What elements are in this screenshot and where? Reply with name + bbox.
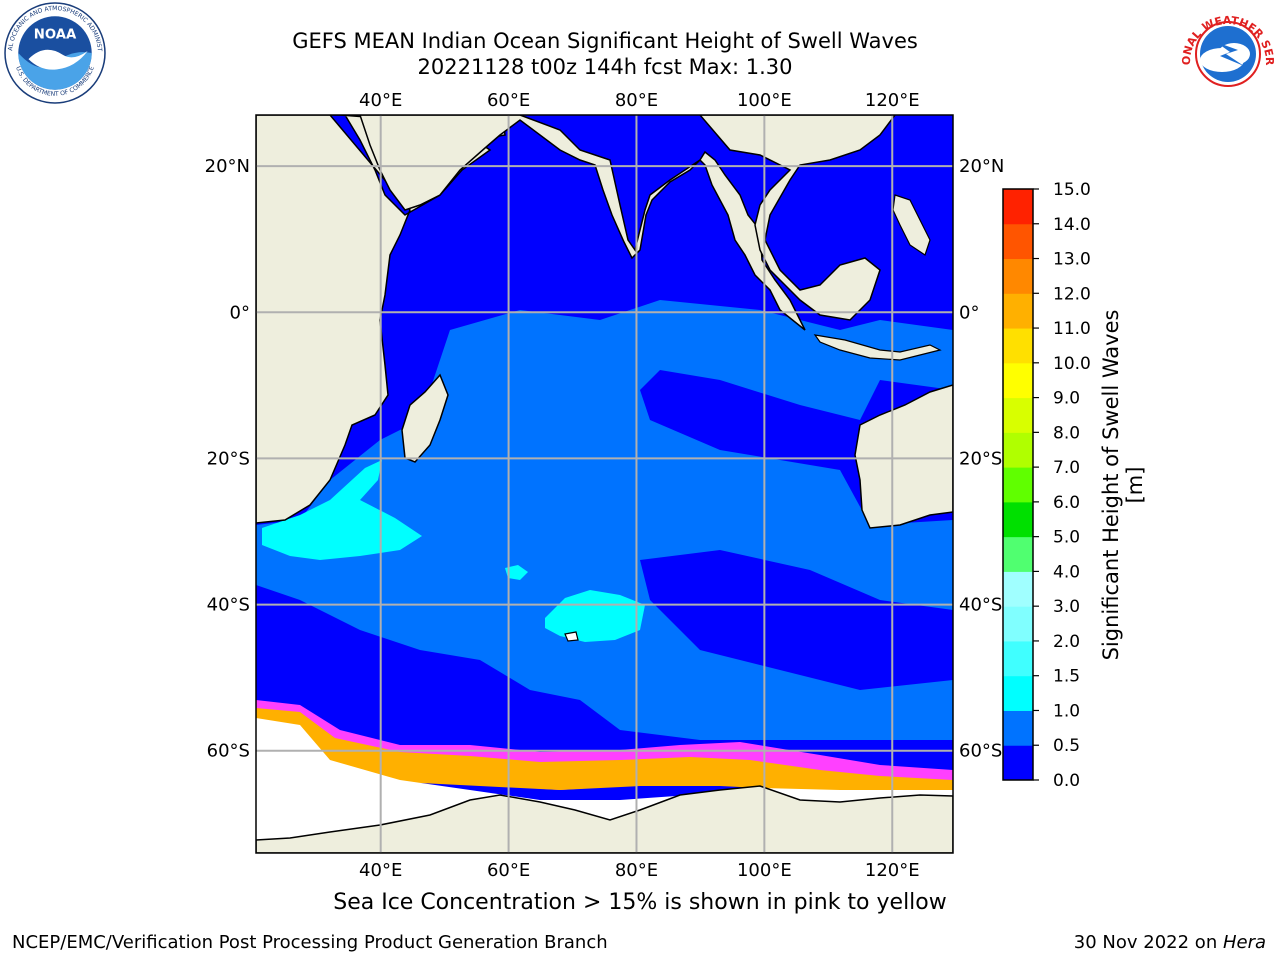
- colorbar-segment: [1003, 745, 1033, 781]
- colorbar-segment: [1003, 606, 1033, 642]
- colorbar-tick-label: 14.0: [1053, 215, 1091, 235]
- y-tick-label-right: 20°S: [959, 448, 1002, 469]
- philippines-land: [892, 194, 931, 256]
- footer-credit: NCEP/EMC/Verification Post Processing Pr…: [12, 932, 608, 953]
- colorbar-tick-label: 10.0: [1053, 354, 1091, 374]
- colorbar-tick-label: 6.0: [1053, 493, 1080, 513]
- colorbar-frame: [1002, 188, 1034, 781]
- colorbar-segment: [1003, 675, 1033, 711]
- y-tick-label-right: 20°N: [959, 156, 1004, 177]
- swell-zone-high-west: [262, 460, 422, 560]
- y-axis-left-labels: 20°N 0° 20°S 40°S 60°S: [205, 156, 250, 762]
- colorbar-tick-label: 3.0: [1053, 597, 1080, 617]
- x-tick-label-bottom: 80°E: [615, 860, 658, 881]
- colorbar-segment: [1003, 223, 1033, 260]
- colorbar-tick-label: 13.0: [1053, 250, 1091, 270]
- colorbar-tick-label: 1.0: [1053, 701, 1080, 721]
- colorbar-segment: [1003, 536, 1033, 572]
- y-tick-label-left: 60°S: [207, 741, 250, 762]
- colorbar-ticks: 0.0 0.5 1.0 1.5 2.0 3.0 4.0 5.0 6.0 7.0 8.0 9.0 10.0…: [1033, 180, 1091, 791]
- colorbar-segment: [1003, 189, 1033, 225]
- colorbar-tick-label: 4.0: [1053, 562, 1080, 582]
- colorbar-segment: [1003, 640, 1033, 677]
- java-land: [813, 334, 942, 361]
- colorbar-label: Significant Height of Swell Waves[m]: [1099, 310, 1147, 661]
- sea-ice-caption: Sea Ice Concentration > 15% is shown in …: [333, 890, 947, 915]
- colorbar-tick-label: 9.0: [1053, 389, 1080, 409]
- colorbar-segment: [1003, 501, 1033, 538]
- y-tick-label-left: 20°N: [205, 156, 250, 177]
- colorbar-segment: [1003, 258, 1033, 294]
- x-tick-label-bottom: 120°E: [865, 860, 920, 881]
- y-tick-label-left: 20°S: [207, 448, 250, 469]
- colorbar-tick-label: 0.0: [1053, 771, 1080, 791]
- colorbar-segment: [1003, 293, 1033, 329]
- colorbar-tick-label: 0.5: [1053, 736, 1080, 756]
- colorbar-tick-label: 5.0: [1053, 528, 1080, 548]
- footer-date: 30 Nov 2022 on Hera: [1074, 932, 1266, 953]
- kerguelen-island: [564, 631, 579, 642]
- colorbar-tick-label: 2.0: [1053, 632, 1080, 652]
- sea-ice-outer: [256, 708, 953, 798]
- colorbar-segment: [1003, 571, 1033, 607]
- arabia-india-land: [359, 115, 806, 331]
- x-tick-label-top: 100°E: [737, 90, 792, 111]
- chart-title: GEFS MEAN Indian Ocean Significant Heigh…: [292, 29, 918, 53]
- footer-host: Hera: [1222, 932, 1266, 953]
- colorbar-segment: [1003, 710, 1033, 746]
- y-tick-label-left: 40°S: [207, 595, 250, 616]
- y-tick-label-right: 60°S: [959, 741, 1002, 762]
- x-tick-label-top: 120°E: [865, 90, 920, 111]
- map-frame: [255, 114, 954, 854]
- chart-subtitle: 20221128 t00z 144h fcst Max: 1.30: [417, 55, 793, 79]
- y-tick-label-right: 40°S: [959, 595, 1002, 616]
- map-panel: [256, 115, 953, 853]
- x-axis-top-labels: 40°E 60°E 80°E 100°E 120°E: [359, 90, 920, 111]
- colorbar-tick-label: 11.0: [1053, 319, 1091, 339]
- grid-lines: [256, 115, 953, 853]
- colorbar-segment: [1003, 467, 1033, 503]
- footer-date-text: 30 Nov 2022 on: [1073, 932, 1223, 953]
- x-tick-label-top: 80°E: [615, 90, 658, 111]
- x-tick-label-bottom: 60°E: [487, 860, 530, 881]
- colorbar: [1002, 188, 1034, 781]
- colorbar-segment: [1003, 328, 1033, 364]
- nws-logo: NATIONAL WEATHER SERVICE: [1178, 4, 1276, 102]
- antarctica-land: [256, 785, 953, 853]
- x-axis-bottom-labels: 40°E 60°E 80°E 100°E 120°E: [359, 860, 920, 881]
- noaa-logo-center-text: NOAA: [34, 28, 77, 43]
- colorbar-tick-label: 1.5: [1053, 667, 1080, 687]
- swell-zone-high-small: [505, 565, 528, 580]
- x-tick-label-bottom: 100°E: [737, 860, 792, 881]
- colorbar-tick-label: 7.0: [1053, 458, 1080, 478]
- australia-land: [854, 384, 953, 529]
- colorbar-segment: [1003, 432, 1033, 468]
- x-tick-label-top: 60°E: [487, 90, 530, 111]
- madagascar-land: [401, 373, 449, 463]
- y-tick-label-right: 0°: [959, 302, 979, 323]
- x-tick-label-top: 40°E: [359, 90, 402, 111]
- colorbar-segment: [1003, 397, 1033, 433]
- swell-zone-high-central: [545, 590, 645, 642]
- colorbar-label-line1: Significant Height of Swell Waves: [1099, 310, 1123, 661]
- y-axis-right-labels: 20°N 0° 20°S 40°S 60°S: [959, 156, 1004, 762]
- x-tick-label-bottom: 40°E: [359, 860, 402, 881]
- colorbar-tick-label: 15.0: [1053, 180, 1091, 200]
- colorbar-segment: [1003, 362, 1033, 399]
- colorbar-tick-label: 8.0: [1053, 423, 1080, 443]
- sea-asia-land: [699, 115, 896, 321]
- colorbar-tick-label: 12.0: [1053, 284, 1091, 304]
- y-tick-label-left: 0°: [230, 302, 250, 323]
- colorbar-label-line2: [m]: [1123, 467, 1147, 504]
- noaa-logo: NOAA NATIONAL OCEANIC AND ATMOSPHERIC AD…: [4, 2, 106, 104]
